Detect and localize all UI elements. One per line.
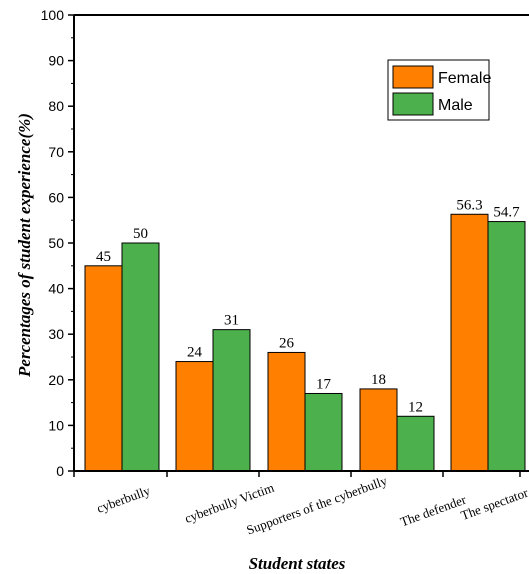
y-tick-label: 70 [48, 144, 64, 160]
category-label-5: The spectator [459, 484, 529, 522]
category-label-4: The defender [398, 491, 469, 529]
bar-male-2 [212, 329, 251, 472]
legend-swatch-female [392, 65, 434, 89]
y-tick-label: 30 [48, 326, 64, 342]
y-tick-label: 10 [48, 417, 64, 433]
y-tick-label: 60 [48, 189, 64, 205]
y-tick-label: 20 [48, 372, 64, 388]
value-label-male-2: 31 [224, 313, 239, 329]
bar-male-3 [304, 392, 343, 472]
bars-layer [84, 213, 526, 472]
value-label-male-1: 50 [133, 226, 148, 242]
y-tick-label: 100 [41, 7, 65, 23]
bar-female-3 [267, 351, 306, 472]
value-label-male-5: 54.7 [493, 205, 520, 221]
legend-label-female: Female [438, 70, 491, 87]
ticks-layer: 0 10 20 30 40 50 60 70 80 90 100 [41, 7, 521, 479]
bar-male-5 [487, 221, 526, 472]
category-label-1: cyberbully [95, 483, 153, 516]
y-tick-label: 40 [48, 281, 64, 297]
value-label-female-3: 26 [279, 335, 295, 351]
y-tick-label: 0 [56, 463, 64, 479]
bar-male-1 [121, 242, 160, 472]
y-axis-title: Percentages of student experience(%) [15, 113, 34, 378]
value-label-female-5: 56.3 [456, 197, 482, 213]
legend: Female Male [387, 59, 491, 121]
y-tick-label: 90 [48, 53, 64, 69]
y-tick-label: 50 [48, 235, 64, 251]
value-label-female-1: 45 [96, 249, 111, 265]
bar-female-2 [175, 361, 214, 472]
value-label-female-2: 24 [187, 345, 203, 361]
x-axis-title: Student states [249, 554, 346, 573]
value-label-male-3: 17 [316, 376, 332, 392]
value-label-male-4: 12 [408, 399, 423, 415]
y-tick-label: 80 [48, 98, 64, 114]
bar-female-5 [450, 213, 489, 472]
legend-label-male: Male [438, 97, 473, 114]
bar-male-4 [396, 415, 435, 472]
value-label-female-4: 18 [371, 372, 386, 388]
bar-female-1 [84, 265, 123, 472]
legend-swatch-male [392, 92, 434, 116]
bar-female-4 [359, 388, 398, 472]
